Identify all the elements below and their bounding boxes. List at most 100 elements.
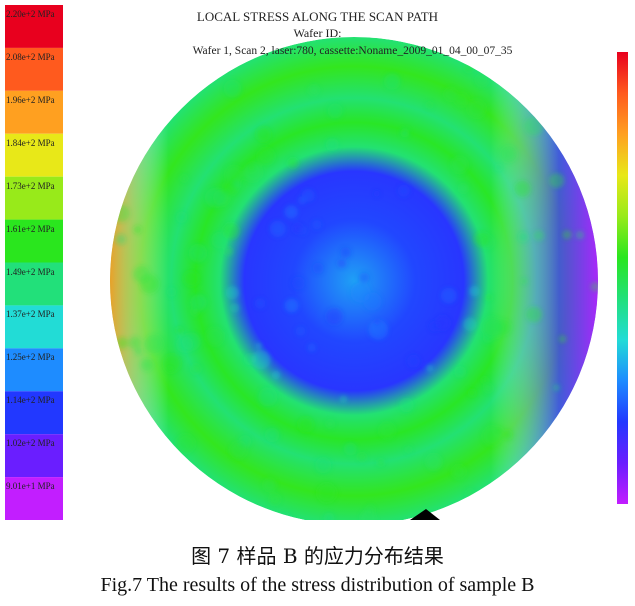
texture-blob (485, 294, 493, 301)
colorbar-tick-label: 9.01e+1 MPa (6, 481, 55, 492)
texture-blob (426, 364, 434, 372)
texture-blob (307, 343, 316, 352)
colorbar-swatch (5, 219, 63, 263)
texture-blob (524, 116, 544, 136)
texture-blob (405, 446, 412, 453)
texture-blob (426, 101, 433, 109)
chart-title: LOCAL STRESS ALONG THE SCAN PATH (196, 9, 439, 24)
colorbar-tick-label: 1.61e+2 MPa (6, 223, 55, 234)
texture-blob (255, 342, 262, 350)
texture-blob (373, 190, 380, 197)
texture-blob (317, 483, 337, 503)
figure-caption-chinese: 图 7 样品 B 的应力分布结果 (191, 544, 444, 568)
colorbar-tick-label: 2.08e+2 MPa (6, 51, 55, 62)
texture-blob (575, 230, 585, 240)
texture-blob (379, 422, 396, 439)
texture-blob (339, 395, 348, 404)
texture-blob (133, 225, 142, 234)
texture-blob (284, 205, 298, 219)
texture-blob (562, 230, 572, 240)
texture-blob (287, 157, 299, 169)
texture-blob (549, 173, 565, 189)
texture-blob (251, 350, 271, 370)
texture-blob (222, 222, 240, 240)
texture-blob (397, 184, 410, 197)
texture-blob (435, 315, 450, 331)
colorbar-swatch (5, 477, 63, 520)
texture-blob (225, 286, 239, 300)
colorbar-swatch (5, 47, 63, 91)
texture-blob (337, 259, 347, 268)
texture-blob (533, 230, 545, 241)
texture-blob (269, 220, 286, 237)
texture-blob (268, 493, 281, 506)
texture-blob (377, 458, 385, 467)
colorbar-swatch (5, 133, 63, 177)
texture-blob (590, 282, 598, 292)
colorbar-swatch (5, 90, 63, 134)
texture-blob (229, 303, 240, 313)
texture-blob (116, 337, 129, 349)
texture-blob (451, 464, 466, 479)
texture-blob (224, 246, 234, 256)
texture-blob (326, 419, 335, 429)
texture-blob (292, 276, 305, 290)
colorbar-tick-label: 1.49e+2 MPa (6, 266, 55, 277)
colorbar-swatch (5, 305, 63, 349)
texture-blob (444, 87, 458, 101)
texture-blob (284, 298, 299, 313)
texture-blob (475, 73, 489, 87)
colorbar-tick-label: 1.02e+2 MPa (6, 438, 55, 449)
texture-blob (463, 317, 477, 331)
texture-blob (440, 287, 457, 304)
texture-blob (180, 174, 188, 183)
colorbar-swatch (5, 176, 63, 220)
texture-blob (264, 427, 280, 443)
texture-blob (467, 388, 477, 398)
texture-blob (183, 270, 200, 287)
texture-blob (191, 308, 199, 317)
texture-blob (327, 103, 343, 119)
texture-blob (292, 223, 303, 234)
texture-blob (326, 308, 343, 325)
texture-blob (298, 417, 314, 433)
texture-blob (175, 326, 183, 334)
wafer-map (110, 37, 598, 525)
chart-subtitle-wafer-id: Wafer ID: (293, 26, 342, 40)
colorbar-tick-label: 2.20e+2 MPa (6, 9, 55, 19)
texture-blob (190, 364, 201, 374)
texture-blob (553, 384, 561, 392)
texture-blob (134, 347, 142, 355)
texture-blob (283, 512, 290, 519)
texture-blob (128, 336, 141, 350)
texture-blob (263, 478, 277, 492)
texture-blob (257, 147, 275, 165)
colorbar-tick-label: 1.96e+2 MPa (6, 94, 55, 105)
texture-blob (176, 335, 194, 353)
texture-blob (297, 196, 307, 205)
texture-blob (500, 146, 517, 163)
texture-blob (407, 354, 420, 368)
texture-blob (474, 231, 490, 247)
figure-caption-english: Fig.7 The results of the stress distribu… (100, 574, 535, 596)
colorbar-tick-label: 1.73e+2 MPa (6, 180, 55, 191)
texture-blob (494, 163, 503, 172)
texture-blob (312, 220, 322, 230)
texture-blob (517, 231, 530, 243)
texture-blob (465, 489, 475, 499)
colorbar-swatch (5, 262, 63, 306)
texture-blob (243, 162, 263, 182)
texture-blob (308, 84, 320, 96)
texture-blob (526, 306, 542, 323)
texture-blob (315, 457, 332, 474)
colorbar-legend (5, 5, 63, 520)
texture-blob (454, 92, 469, 107)
texture-blob (482, 426, 503, 446)
texture-blob (258, 387, 278, 407)
texture-blob (140, 358, 153, 371)
texture-blob (115, 233, 127, 245)
texture-blob (190, 294, 207, 311)
texture-blob (469, 285, 480, 297)
texture-blob (399, 397, 414, 413)
texture-blob (451, 156, 469, 174)
